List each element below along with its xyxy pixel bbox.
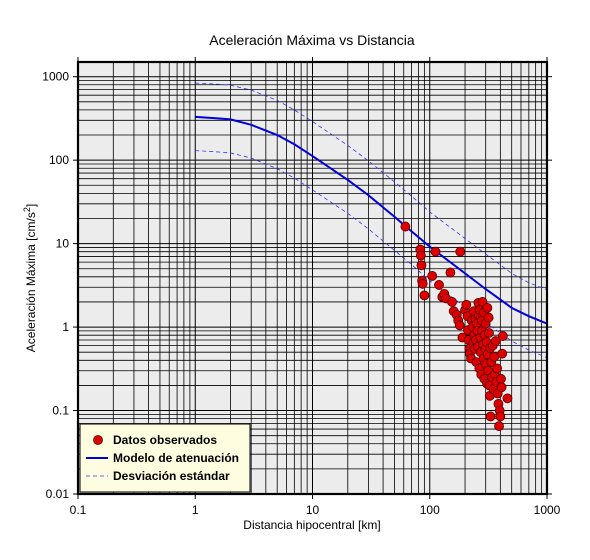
x-tick-label: 0.1 (70, 503, 87, 517)
std-deviation-line-2 (195, 82, 548, 291)
y-tick-label: 10 (56, 237, 70, 251)
y-tick-label: 1000 (42, 70, 69, 84)
attenuation-model-line (195, 115, 548, 325)
observed-data-point (455, 246, 466, 257)
observed-data-point (497, 331, 508, 341)
observed-data-point (492, 363, 502, 374)
observed-data-point (496, 382, 507, 393)
observed-data-point (445, 267, 456, 278)
y-tick-label: 0.01 (46, 487, 70, 501)
observed-data-point (482, 302, 493, 313)
observed-data-point (400, 221, 411, 232)
observed-data-point (494, 421, 504, 432)
std-deviation-line-3 (195, 150, 548, 359)
y-axis-label: Aceleración Máxima [cm/s2] (22, 204, 38, 352)
observed-data-point (495, 411, 506, 422)
observed-data-point (461, 299, 472, 310)
observed-data-point (483, 312, 494, 323)
x-tick-label: 1 (192, 503, 199, 517)
legend-label-model: Modelo de atenuación (113, 451, 239, 465)
observed-data-point (484, 328, 494, 338)
x-tick-label: 100 (420, 503, 440, 517)
legend-marker-observed (93, 435, 103, 445)
observed-data-point (427, 271, 438, 281)
observed-data-point (419, 290, 430, 301)
legend: Datos observados Modelo de atenuación De… (79, 423, 251, 493)
observed-data-point (490, 336, 501, 346)
observed-data-point (415, 250, 426, 261)
x-tick-label: 1000 (534, 503, 561, 517)
legend-box (79, 423, 251, 493)
observed-data-point (434, 280, 444, 290)
observed-data-point (485, 411, 496, 422)
legend-label-observed: Datos observados (113, 433, 217, 447)
observed-data-point (447, 297, 457, 307)
observed-data-point (502, 393, 513, 404)
y-axis-label-superscript: 2 (22, 207, 32, 212)
observed-data-point (417, 278, 428, 289)
observed-data-point (416, 260, 427, 271)
observed-data-point (497, 348, 508, 359)
chart-title: Aceleración Máxima vs Distancia (209, 32, 415, 48)
x-axis-label: Distancia hipocentral [km] (243, 518, 380, 532)
y-tick-label: 0.1 (52, 404, 69, 418)
observed-data-point (430, 246, 441, 257)
y-axis-label-close: ] (24, 204, 38, 207)
y-tick-label: 1 (62, 320, 69, 334)
observed-data-point (496, 373, 506, 384)
y-axis-label-main: Aceleración Máxima [cm/s (24, 212, 38, 352)
y-tick-label: 100 (49, 153, 69, 167)
x-tick-label: 10 (306, 503, 320, 517)
legend-label-deviation: Desviación estándar (113, 469, 230, 483)
observed-data-point (454, 320, 465, 331)
